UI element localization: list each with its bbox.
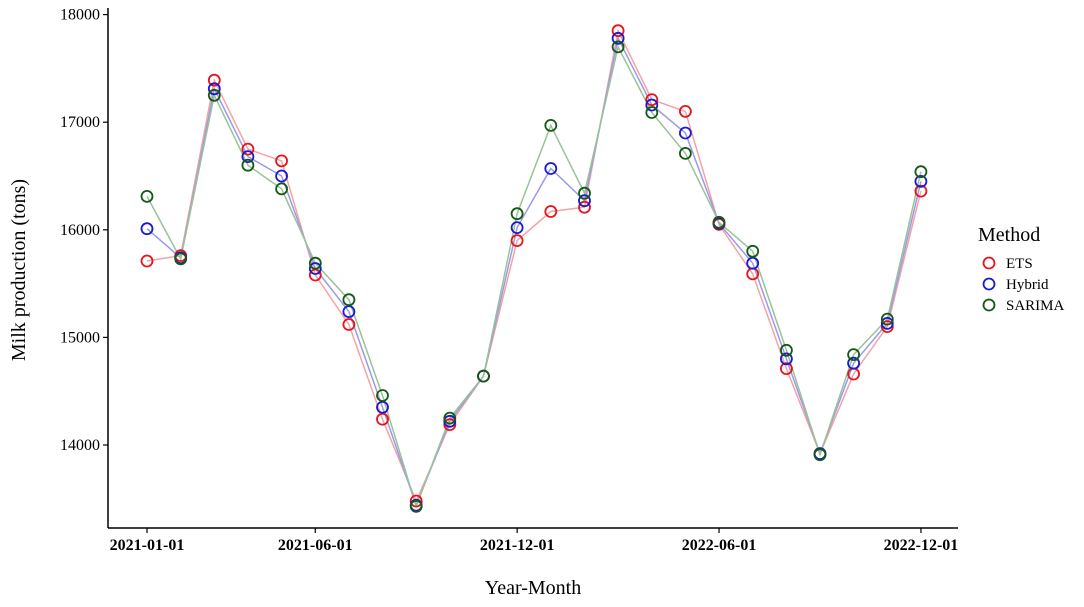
legend-key-ets <box>982 256 996 270</box>
legend-label-hybrid: Hybrid <box>1006 277 1049 293</box>
data-point-ets <box>443 418 457 432</box>
data-point-sarima <box>443 411 457 425</box>
data-point-sarima <box>578 186 591 200</box>
y-axis-ticks: 14000 15000 16000 17000 18000 <box>60 7 108 454</box>
series-points <box>140 24 928 513</box>
data-point-ets <box>679 105 692 118</box>
legend-label-sarima: SARIMA <box>1006 298 1065 314</box>
data-point-ets <box>207 73 221 87</box>
data-point-sarima <box>174 252 188 266</box>
data-point-ets <box>510 234 524 248</box>
axes <box>107 8 958 529</box>
legend: Method ETS Hybrid SARIMA <box>978 224 1065 314</box>
data-point-ets <box>409 494 423 508</box>
data-point-hybrid <box>880 316 894 330</box>
data-point-hybrid <box>780 352 793 366</box>
data-point-sarima <box>275 182 289 196</box>
data-point-sarima <box>880 312 894 326</box>
x-tick-label: 2022-06-01 <box>682 537 757 554</box>
series-line-hybrid <box>146 36 922 508</box>
data-point-sarima <box>813 448 827 462</box>
legend-title: Method <box>978 224 1040 246</box>
data-point-sarima <box>645 106 659 119</box>
data-point-ets <box>140 254 154 268</box>
legend-key-sarima <box>982 298 996 312</box>
data-point-hybrid <box>510 221 524 235</box>
data-point-sarima <box>510 207 524 221</box>
data-point-hybrid <box>308 262 322 275</box>
data-point-sarima <box>780 343 793 357</box>
data-point-sarima <box>308 256 322 270</box>
data-point-ets <box>544 205 558 218</box>
data-point-hybrid <box>746 256 760 270</box>
y-tick-label: 15000 <box>60 329 100 346</box>
data-point-ets <box>376 412 389 426</box>
legend-items: ETS Hybrid SARIMA <box>982 256 1065 314</box>
series-lines <box>146 28 922 509</box>
data-point-sarima <box>847 348 860 362</box>
data-point-hybrid <box>140 222 154 236</box>
data-point-ets <box>342 318 356 331</box>
y-tick-label: 17000 <box>60 114 100 131</box>
data-point-sarima <box>746 244 760 258</box>
data-point-sarima <box>376 389 389 402</box>
x-tick-label: 2021-01-01 <box>110 537 185 554</box>
data-point-ets <box>241 142 255 156</box>
data-point-sarima <box>140 189 154 203</box>
data-point-hybrid <box>578 194 591 208</box>
data-point-sarima <box>409 499 423 513</box>
data-point-sarima <box>241 158 255 172</box>
legend-key-hybrid <box>982 277 996 291</box>
y-tick-label: 18000 <box>60 7 100 24</box>
data-point-sarima <box>712 215 726 229</box>
data-point-sarima <box>914 165 928 179</box>
y-tick-label: 14000 <box>60 437 100 454</box>
y-tick-label: 16000 <box>60 222 100 239</box>
data-point-ets <box>611 24 625 38</box>
x-axis-title: Year-Month <box>485 577 581 599</box>
series-line-sarima <box>146 44 922 509</box>
data-point-hybrid <box>847 356 860 370</box>
data-point-ets <box>914 184 928 198</box>
data-point-sarima <box>679 146 692 160</box>
data-point-sarima <box>342 293 356 307</box>
series-line-ets <box>146 28 922 503</box>
data-point-sarima <box>611 40 625 54</box>
data-point-ets <box>780 362 793 376</box>
y-axis-title: Milk production (tons) <box>8 179 30 361</box>
data-point-sarima <box>207 88 221 102</box>
x-tick-label: 2021-06-01 <box>278 537 353 554</box>
x-tick-label: 2021-12-01 <box>480 537 555 554</box>
data-point-ets <box>645 93 659 106</box>
data-point-hybrid <box>914 174 928 188</box>
data-point-hybrid <box>611 31 625 45</box>
data-point-sarima <box>477 369 490 383</box>
legend-label-ets: ETS <box>1006 256 1033 272</box>
x-tick-label: 2022-12-01 <box>884 537 959 554</box>
data-point-hybrid <box>679 126 692 140</box>
data-point-hybrid <box>207 82 221 96</box>
data-point-ets <box>275 154 289 168</box>
data-point-hybrid <box>645 98 659 112</box>
data-point-hybrid <box>241 150 255 164</box>
data-point-hybrid <box>544 162 558 175</box>
data-point-hybrid <box>275 169 289 183</box>
x-axis-ticks: 2021-01-01 2021-06-01 2021-12-01 2022-06-01… <box>110 528 959 554</box>
data-point-sarima <box>544 119 558 132</box>
data-point-ets <box>578 200 591 214</box>
